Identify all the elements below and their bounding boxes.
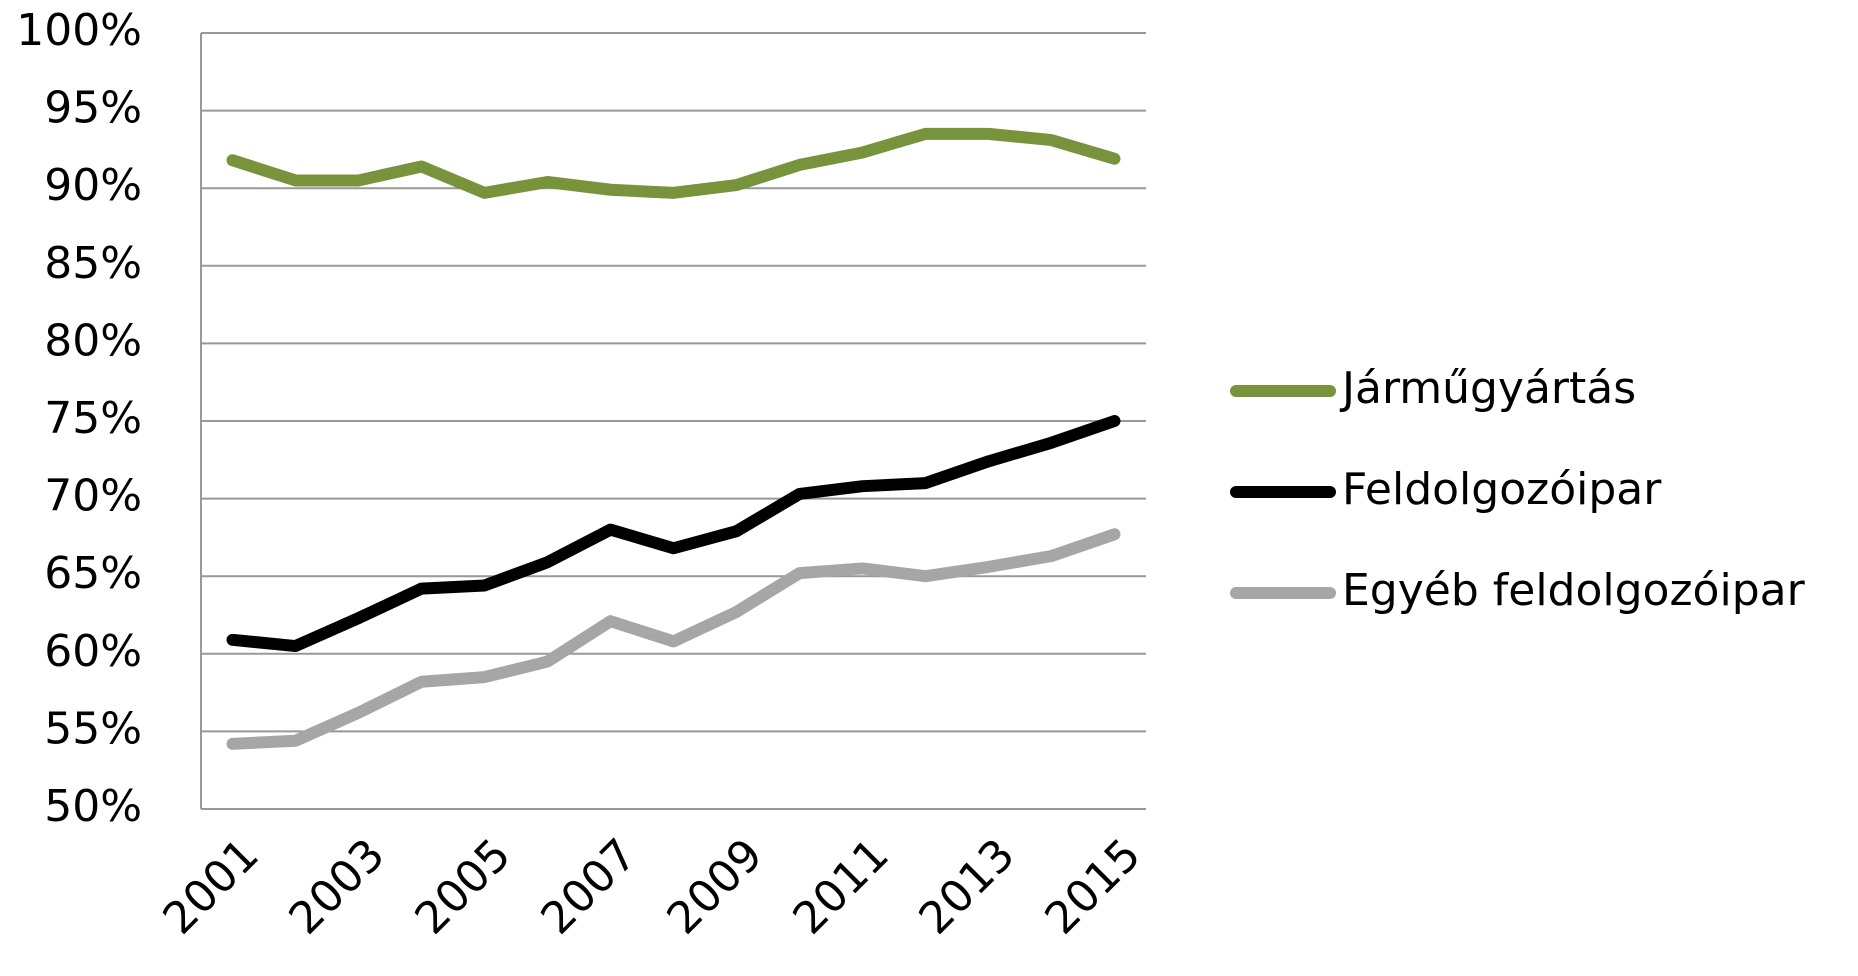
- legend-label: Járműgyártás: [1339, 363, 1636, 414]
- x-tick-label: 2013: [910, 829, 1025, 944]
- x-tick-label: 2011: [784, 829, 899, 944]
- y-tick-label: 80%: [44, 315, 142, 366]
- x-tick-label: 2015: [1036, 829, 1151, 944]
- y-tick-label: 90%: [44, 160, 142, 211]
- y-tick-label: 60%: [44, 626, 142, 677]
- x-tick-label: 2005: [406, 829, 521, 944]
- y-tick-label: 100%: [16, 5, 142, 56]
- y-tick-label: 95%: [44, 83, 142, 134]
- x-tick-label: 2003: [280, 829, 395, 944]
- series-line: [226, 415, 1121, 653]
- y-tick-label: 75%: [44, 393, 142, 444]
- series-line: [226, 127, 1121, 199]
- legend-label: Egyéb feldolgozóipar: [1342, 565, 1806, 616]
- x-tick-label: 2009: [658, 829, 773, 944]
- series-line: [226, 528, 1121, 750]
- legend-label: Feldolgozóipar: [1342, 464, 1662, 515]
- x-tick-label: 2007: [532, 829, 647, 944]
- y-tick-label: 85%: [44, 238, 142, 289]
- x-tick-label: 2001: [154, 829, 269, 944]
- y-tick-label: 50%: [44, 781, 142, 832]
- y-tick-label: 65%: [44, 548, 142, 599]
- y-tick-label: 70%: [44, 471, 142, 522]
- y-tick-label: 55%: [44, 703, 142, 754]
